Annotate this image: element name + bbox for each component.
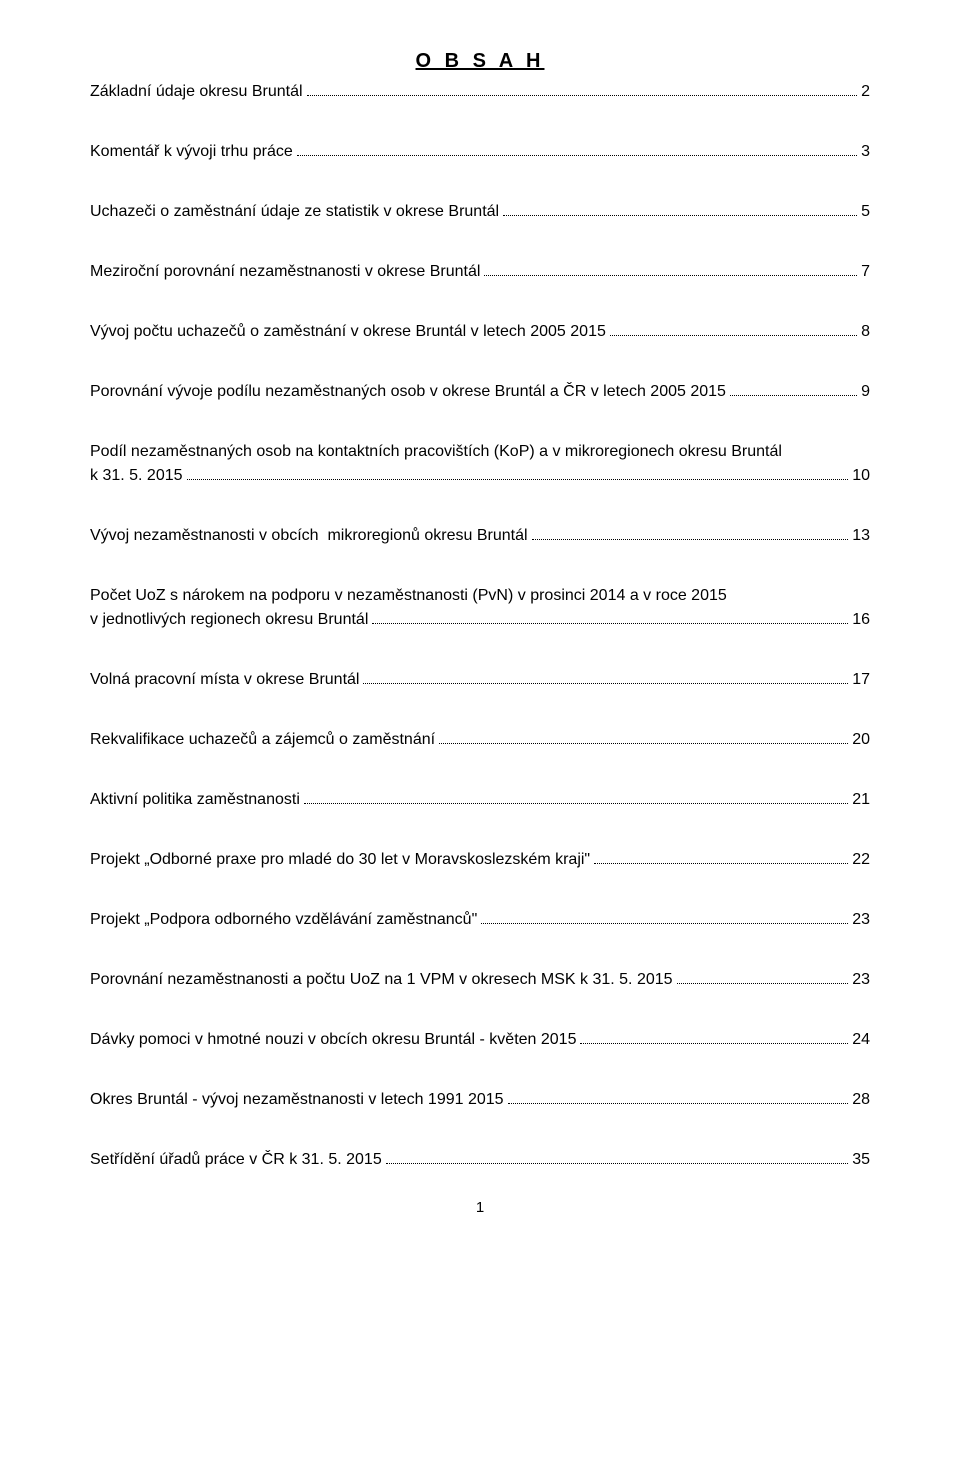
toc-entry: Vývoj počtu uchazečů o zaměstnání v okre… <box>90 323 870 341</box>
toc-entry-text: v jednotlivých regionech okresu Bruntál <box>90 611 368 629</box>
toc-entry-text: Rekvalifikace uchazečů a zájemců o zaměs… <box>90 731 435 749</box>
toc-entry: Komentář k vývoji trhu práce 3 <box>90 143 870 161</box>
toc-entry-page: 10 <box>852 467 870 485</box>
toc-entry-page: 13 <box>852 527 870 545</box>
toc-entry-text: Aktivní politika zaměstnanosti <box>90 791 300 809</box>
toc-entry-text: Komentář k vývoji trhu práce <box>90 143 293 161</box>
toc-leader-dots <box>594 863 848 864</box>
toc-entry: Volná pracovní místa v okrese Bruntál 17 <box>90 671 870 689</box>
toc-leader-dots <box>363 683 848 684</box>
toc-entry-text: k 31. 5. 2015 <box>90 467 183 485</box>
toc-entry-text: Projekt „Podpora odborného vzdělávání za… <box>90 911 477 929</box>
toc-entry: Základní údaje okresu Bruntál 2 <box>90 83 870 101</box>
toc-entry-page: 2 <box>861 83 870 101</box>
toc-entry-text: Setřídění úřadů práce v ČR k 31. 5. 2015 <box>90 1151 382 1169</box>
toc-entry-text: Uchazeči o zaměstnání údaje ze statistik… <box>90 203 499 221</box>
toc-entry-page: 3 <box>861 143 870 161</box>
toc-entry-page: 16 <box>852 611 870 629</box>
toc-leader-dots <box>610 335 857 336</box>
toc-entry-page: 9 <box>861 383 870 401</box>
toc-leader-dots <box>481 923 848 924</box>
page-title: O B S A H <box>90 50 870 73</box>
toc-leader-dots <box>484 275 857 276</box>
page-number: 1 <box>90 1199 870 1216</box>
toc-entry: Meziroční porovnání nezaměstnanosti v ok… <box>90 263 870 281</box>
toc-entry-text: Vývoj nezaměstnanosti v obcích mikroregi… <box>90 527 528 545</box>
toc-entry-text: Meziroční porovnání nezaměstnanosti v ok… <box>90 263 480 281</box>
toc-entry-page: 20 <box>852 731 870 749</box>
toc-entry-page: 5 <box>861 203 870 221</box>
toc-entry: Setřídění úřadů práce v ČR k 31. 5. 2015… <box>90 1151 870 1169</box>
toc-leader-dots <box>677 983 849 984</box>
toc-entry-page: 7 <box>861 263 870 281</box>
toc-entry: Podíl nezaměstnaných osob na kontaktních… <box>90 443 870 461</box>
toc-entry-page: 24 <box>852 1031 870 1049</box>
toc-entry-text: Základní údaje okresu Bruntál <box>90 83 303 101</box>
toc-entry: Dávky pomoci v hmotné nouzi v obcích okr… <box>90 1031 870 1049</box>
toc-entry: Projekt „Odborné praxe pro mladé do 30 l… <box>90 851 870 869</box>
toc-leader-dots <box>508 1103 849 1104</box>
toc-entry: Uchazeči o zaměstnání údaje ze statistik… <box>90 203 870 221</box>
toc-entry: Porovnání vývoje podílu nezaměstnaných o… <box>90 383 870 401</box>
toc-entry-text: Porovnání nezaměstnanosti a počtu UoZ na… <box>90 971 673 989</box>
toc-entry-page: 28 <box>852 1091 870 1109</box>
toc-leader-dots <box>532 539 849 540</box>
toc-entry-text: Podíl nezaměstnaných osob na kontaktních… <box>90 443 782 461</box>
toc-entry: Rekvalifikace uchazečů a zájemců o zaměs… <box>90 731 870 749</box>
toc-entry-page: 35 <box>852 1151 870 1169</box>
toc-entry: Okres Bruntál - vývoj nezaměstnanosti v … <box>90 1091 870 1109</box>
toc-leader-dots <box>730 395 857 396</box>
toc-entry-text: Projekt „Odborné praxe pro mladé do 30 l… <box>90 851 590 869</box>
table-of-contents: Základní údaje okresu Bruntál 2 Komentář k… <box>90 83 870 1169</box>
toc-entry: Porovnání nezaměstnanosti a počtu UoZ na… <box>90 971 870 989</box>
toc-entry: Aktivní politika zaměstnanosti 21 <box>90 791 870 809</box>
toc-entry: k 31. 5. 2015 10 <box>90 467 870 485</box>
toc-leader-dots <box>307 95 858 96</box>
toc-entry-page: 23 <box>852 971 870 989</box>
toc-entry-text: Porovnání vývoje podílu nezaměstnaných o… <box>90 383 726 401</box>
toc-leader-dots <box>372 623 848 624</box>
toc-leader-dots <box>503 215 857 216</box>
toc-entry-text: Dávky pomoci v hmotné nouzi v obcích okr… <box>90 1031 576 1049</box>
toc-entry-page: 22 <box>852 851 870 869</box>
toc-leader-dots <box>439 743 848 744</box>
toc-entry-text: Vývoj počtu uchazečů o zaměstnání v okre… <box>90 323 606 341</box>
toc-entry-page: 21 <box>852 791 870 809</box>
toc-leader-dots <box>187 479 849 480</box>
toc-entry: v jednotlivých regionech okresu Bruntál 1… <box>90 611 870 629</box>
toc-leader-dots <box>580 1043 848 1044</box>
toc-leader-dots <box>297 155 857 156</box>
toc-entry: Počet UoZ s nárokem na podporu v nezaměs… <box>90 587 870 605</box>
toc-entry-page: 17 <box>852 671 870 689</box>
toc-entry-text: Volná pracovní místa v okrese Bruntál <box>90 671 359 689</box>
toc-entry-text: Okres Bruntál - vývoj nezaměstnanosti v … <box>90 1091 504 1109</box>
toc-entry: Vývoj nezaměstnanosti v obcích mikroregi… <box>90 527 870 545</box>
toc-entry: Projekt „Podpora odborného vzdělávání za… <box>90 911 870 929</box>
toc-entry-text: Počet UoZ s nárokem na podporu v nezaměs… <box>90 587 727 605</box>
toc-entry-page: 8 <box>861 323 870 341</box>
toc-leader-dots <box>304 803 848 804</box>
toc-entry-page: 23 <box>852 911 870 929</box>
toc-leader-dots <box>386 1163 848 1164</box>
